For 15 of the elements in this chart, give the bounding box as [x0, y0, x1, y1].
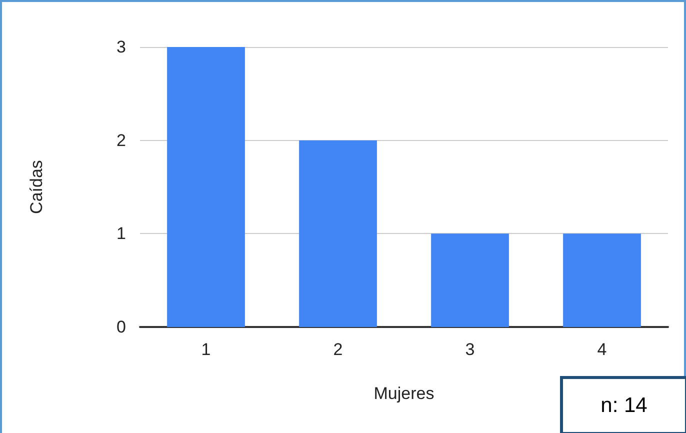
x-tick-label: 4: [597, 340, 607, 359]
x-tick-label: 3: [465, 340, 475, 359]
y-tick-label: 1: [116, 224, 126, 244]
x-axis-title: Mujeres: [374, 384, 434, 403]
x-tick-label: 1: [201, 340, 211, 359]
y-tick-label: 0: [116, 318, 126, 336]
y-axis-title: Caídas: [27, 160, 46, 214]
bar: [299, 140, 377, 327]
bar: [563, 234, 641, 327]
x-tick-label: 2: [333, 340, 343, 359]
text: n: 14: [560, 376, 686, 433]
y-tick-label: 2: [116, 130, 126, 150]
bar: [431, 234, 509, 327]
bar: [167, 47, 245, 327]
y-tick-label: 3: [116, 38, 126, 56]
